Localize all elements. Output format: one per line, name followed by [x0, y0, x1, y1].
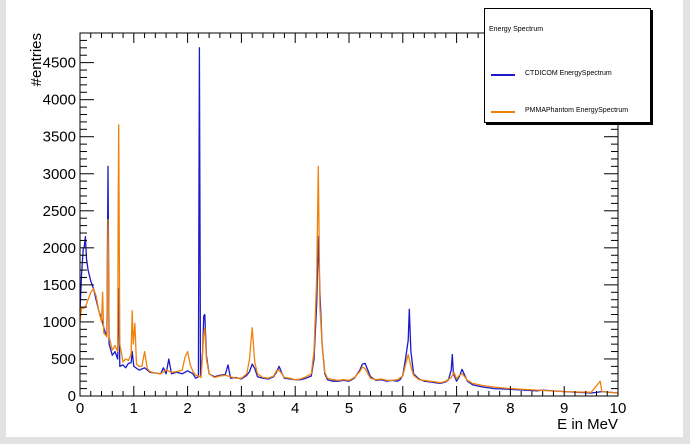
x-tick-label: 9	[560, 400, 568, 417]
y-tick-label: 4000	[43, 92, 76, 109]
x-tick-label: 6	[399, 400, 407, 417]
y-tick-label: 2500	[43, 203, 76, 220]
y-tick-label: 2000	[43, 240, 76, 257]
x-tick-label: 4	[291, 400, 299, 417]
legend-label-ctdicom: CTDICOM EnergySpectrum	[525, 70, 612, 77]
y-axis: 0 500 1000 1500 2000 2500 3000 3500 4000 4500	[43, 32, 618, 405]
x-tick-label: 10	[610, 400, 627, 417]
legend-entry-ctdicom: CTDICOM EnergySpectrum	[491, 70, 649, 80]
x-tick-label: 8	[506, 400, 514, 417]
window-border-left	[0, 0, 6, 444]
window-border-bottom	[0, 437, 690, 444]
x-tick-label: 1	[130, 400, 138, 417]
y-tick-label: 3000	[43, 166, 76, 183]
y-tick-label: 1500	[43, 277, 76, 294]
legend-swatch-pmma	[491, 111, 515, 113]
x-tick-label: 7	[452, 400, 460, 417]
y-tick-label: 500	[51, 351, 76, 368]
x-tick-label: 3	[237, 400, 245, 417]
legend-label-pmma: PMMAPhantom EnergySpectrum	[525, 107, 629, 114]
series-line-2	[79, 124, 619, 394]
legend-swatch-ctdicom	[491, 74, 515, 76]
y-tick-label: 4500	[43, 55, 76, 72]
x-axis: 0 1 2 3 4 5 6 7 8 9 10	[76, 33, 627, 417]
series-layer	[79, 47, 619, 394]
y-axis-label: #entries	[28, 33, 45, 86]
legend-box: Energy Spectrum CTDICOM EnergySpectrum P…	[484, 8, 651, 123]
x-tick-label: 5	[345, 400, 353, 417]
y-tick-label: 0	[68, 388, 76, 405]
x-axis-label: E in MeV	[557, 416, 618, 433]
x-tick-label: 2	[183, 400, 191, 417]
legend-title: Energy Spectrum	[489, 26, 544, 33]
window-border-right	[683, 0, 690, 444]
y-tick-label: 3500	[43, 129, 76, 146]
x-tick-label: 0	[76, 400, 84, 417]
legend-entry-pmma: PMMAPhantom EnergySpectrum	[491, 107, 649, 117]
y-tick-label: 1000	[43, 314, 76, 331]
